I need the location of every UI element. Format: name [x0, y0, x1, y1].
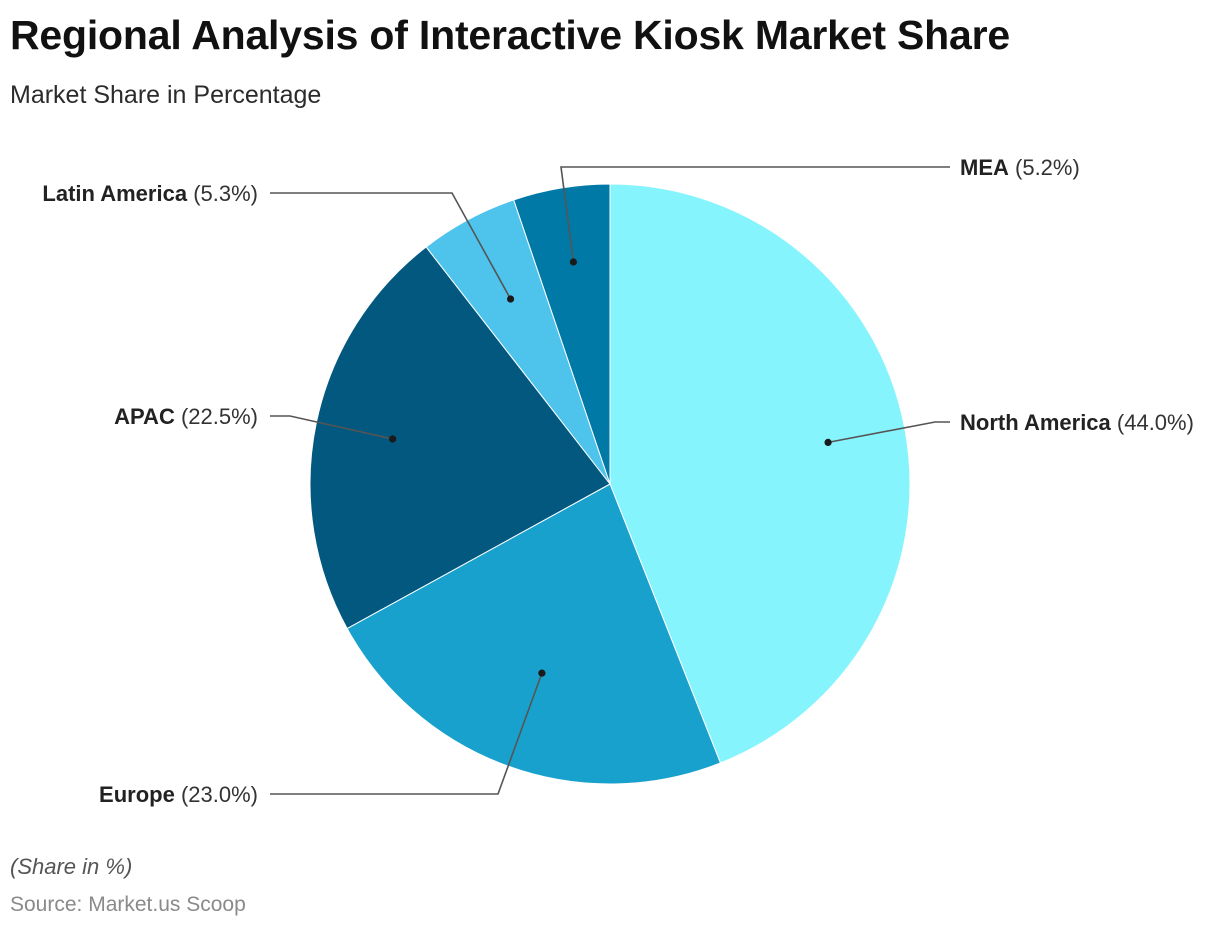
- chart-subtitle: Market Share in Percentage: [10, 81, 322, 109]
- slice-label-name: Latin America: [42, 181, 187, 206]
- slice-labels: North America (44.0%) Europe (23.0%) APAC …: [42, 155, 1194, 807]
- slice-label-value: (44.0%): [1111, 410, 1194, 435]
- slice-label-apac: APAC (22.5%): [114, 404, 258, 429]
- slice-label-europe: Europe (23.0%): [99, 782, 258, 807]
- leader-lines: [270, 166, 950, 795]
- leader-line-north-america: [827, 421, 950, 444]
- slice-label-name: APAC: [114, 404, 175, 429]
- leader-dot-europe: [538, 669, 546, 677]
- leader-dot-north-america: [824, 438, 832, 447]
- slice-label-name: North America: [960, 410, 1112, 435]
- slice-label-value: (5.3%): [187, 181, 258, 206]
- slice-label-value: (22.5%): [175, 404, 258, 429]
- pie-slice-apac: [309, 246, 611, 630]
- share-note: (Share in %): [10, 854, 133, 879]
- pie-slices: [309, 183, 911, 785]
- slice-label-name: Europe: [99, 782, 175, 807]
- slice-label-value: (23.0%): [175, 782, 258, 807]
- leader-line-apac: [270, 415, 393, 440]
- leader-dot-apac: [389, 435, 397, 443]
- leader-dot-mea: [569, 258, 578, 266]
- slice-label-north-america: North America (44.0%): [960, 410, 1194, 435]
- slice-label-mea: MEA (5.2%): [960, 155, 1080, 180]
- slice-label-latin-america: Latin America (5.3%): [42, 181, 258, 206]
- leader-dot-latin-america: [506, 295, 515, 303]
- slice-label-name: MEA: [960, 155, 1009, 180]
- pie-slice-mea: [513, 183, 611, 485]
- chart-title: Regional Analysis of Interactive Kiosk M…: [10, 12, 1010, 58]
- leader-line-latin-america: [270, 192, 512, 300]
- slice-label-value: (5.2%): [1009, 155, 1080, 180]
- leader-line-europe: [270, 672, 543, 795]
- leader-line-mea: [560, 166, 950, 263]
- source-credit: Source: Market.us Scoop: [10, 893, 246, 916]
